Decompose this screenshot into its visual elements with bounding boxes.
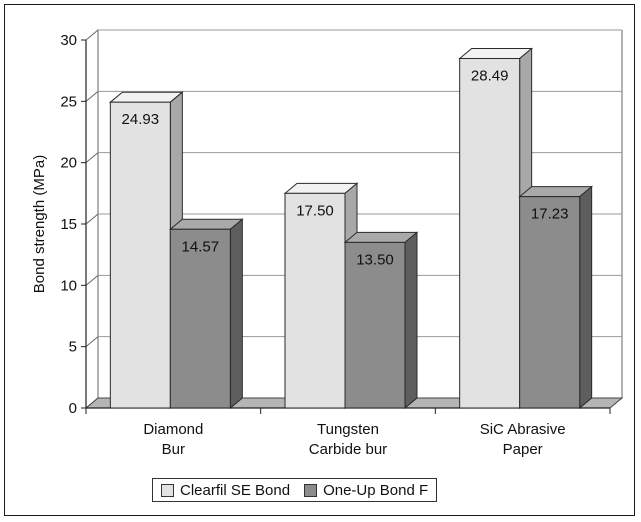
gridline-diagonal xyxy=(85,274,99,286)
legend-label-series-1: Clearfil SE Bond xyxy=(180,481,291,499)
category-label: Paper xyxy=(503,441,543,458)
y-tick-label: 5 xyxy=(69,339,77,356)
category-label: Tungsten xyxy=(317,421,379,438)
gridline-diagonal xyxy=(85,90,99,102)
bar-series-1 xyxy=(109,101,171,409)
bar-series-2 xyxy=(169,228,231,409)
y-tick-label: 0 xyxy=(69,400,77,417)
y-tick-label: 20 xyxy=(60,155,77,172)
bar-series-2 xyxy=(344,241,406,409)
data-label-series-2: 13.50 xyxy=(356,251,394,268)
legend-item-series-1: Clearfil SE Bond xyxy=(161,482,290,499)
data-label-series-1: 17.50 xyxy=(296,202,334,219)
bar-series-1 xyxy=(459,58,521,409)
y-tick-label: 25 xyxy=(60,93,77,110)
y-tick-label: 15 xyxy=(60,216,77,233)
legend: Clearfil SE Bond One-Up Bond F xyxy=(152,478,438,502)
gridline-diagonal xyxy=(85,29,99,41)
bar-series-2 xyxy=(519,196,581,409)
data-label-series-2: 17.23 xyxy=(531,206,569,223)
data-label-series-2: 14.57 xyxy=(182,238,220,255)
legend-item-series-2: One-Up Bond F xyxy=(304,482,428,499)
bar-side-series-2 xyxy=(579,185,593,410)
chart-frame xyxy=(4,4,635,516)
labels: Diamond Bur Tungsten Carbide bur SiC Abrasiv… xyxy=(122,68,569,458)
y-tick-label: 30 xyxy=(60,32,77,49)
legend-swatch-series-1 xyxy=(161,483,174,497)
data-label-series-1: 24.93 xyxy=(122,111,160,128)
category-label: Carbide bur xyxy=(309,441,387,458)
gridline-diagonal xyxy=(85,336,99,348)
gridline-diagonal xyxy=(85,152,99,164)
bar-side-series-2 xyxy=(404,231,418,410)
y-tick-label: 10 xyxy=(60,277,77,294)
bar-series-1 xyxy=(284,192,346,409)
gridline-diagonal xyxy=(85,213,99,225)
legend-label-series-2: One-Up Bond F xyxy=(323,481,429,499)
bars xyxy=(108,47,594,410)
bar-side-series-2 xyxy=(229,218,243,410)
category-label: Bur xyxy=(162,441,185,458)
data-label-series-1: 28.49 xyxy=(471,68,509,85)
legend-swatch-series-2 xyxy=(304,483,318,497)
category-label: Diamond xyxy=(143,421,203,438)
category-label: SiC Abrasive xyxy=(480,421,566,438)
y-axis-label: Bond strength (MPa) xyxy=(31,155,48,293)
